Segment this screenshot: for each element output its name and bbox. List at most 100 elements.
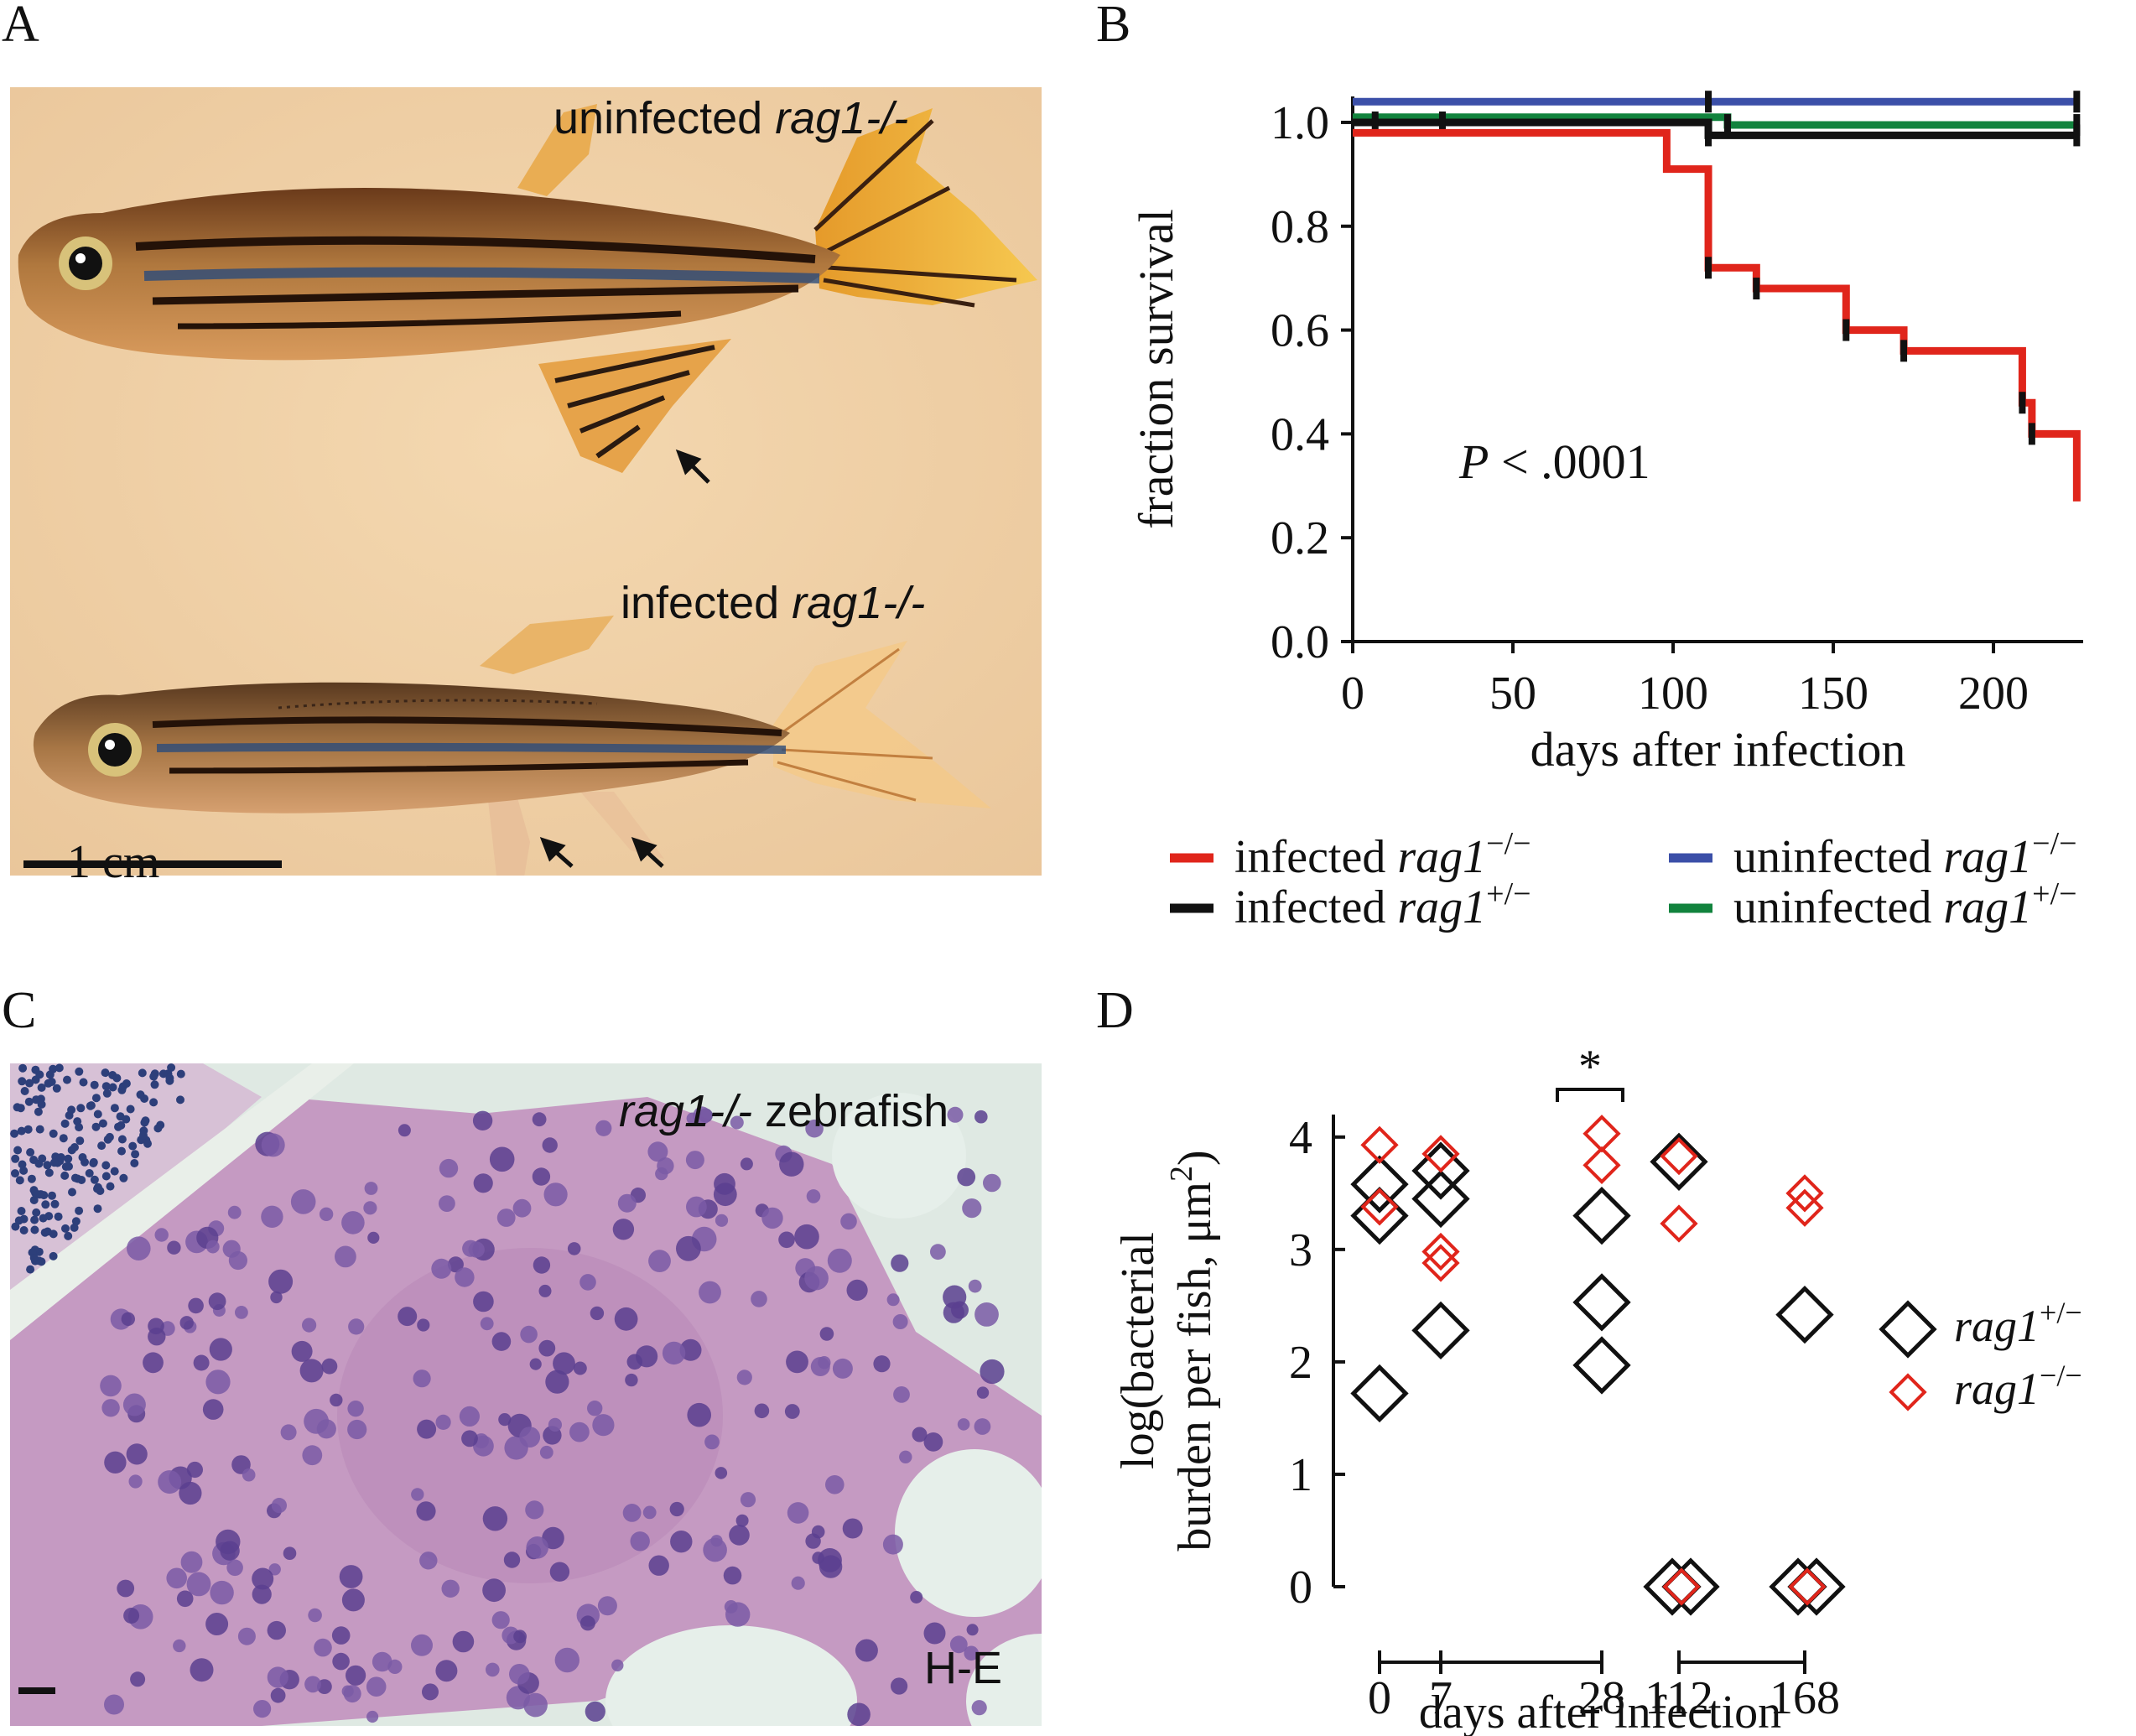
blood-cell bbox=[11, 1222, 20, 1231]
cell-nucleus bbox=[846, 1279, 868, 1301]
cell-nucleus bbox=[832, 1358, 853, 1379]
cell-nucleus bbox=[703, 1537, 727, 1562]
cell-nucleus bbox=[964, 1645, 979, 1661]
blood-cell bbox=[117, 1146, 126, 1156]
blood-cell bbox=[18, 1063, 28, 1073]
panel-letter-c: C bbox=[2, 982, 37, 1039]
infected-label-genotype: rag1-/- bbox=[792, 578, 926, 628]
cell-nucleus bbox=[346, 1665, 366, 1686]
cell-nucleus bbox=[364, 1182, 378, 1195]
cell-nucleus bbox=[411, 1634, 433, 1656]
legend-label: uninfected rag1−/− bbox=[1733, 826, 2077, 883]
cell-nucleus bbox=[158, 1470, 182, 1494]
censor-mark bbox=[1753, 278, 1760, 300]
data-point-heterozygous bbox=[1350, 1155, 1409, 1214]
blood-cell bbox=[101, 1082, 111, 1091]
cell-nucleus bbox=[569, 1422, 590, 1442]
blood-cell bbox=[25, 1079, 34, 1088]
cell-nucleus bbox=[216, 1529, 241, 1555]
blood-cell bbox=[61, 1224, 70, 1233]
burden-legend: rag1+/−rag1−/− bbox=[1879, 1296, 2082, 1414]
legend-label-text: infected bbox=[1234, 881, 1397, 933]
blood-cell bbox=[50, 1199, 60, 1208]
cell-nucleus bbox=[899, 1450, 912, 1463]
cell-nucleus bbox=[331, 1626, 351, 1645]
blood-cell bbox=[56, 1153, 65, 1162]
cell-nucleus bbox=[290, 1189, 316, 1214]
survival-series bbox=[1353, 128, 2081, 502]
cell-nucleus bbox=[704, 1434, 720, 1450]
cell-nucleus bbox=[235, 1306, 248, 1319]
cell-nucleus bbox=[227, 1205, 242, 1219]
cell-nucleus bbox=[335, 1245, 356, 1268]
cell-nucleus bbox=[892, 1314, 908, 1329]
blood-cell bbox=[91, 1122, 101, 1131]
cell-nucleus bbox=[595, 1120, 612, 1136]
cell-nucleus bbox=[740, 1157, 753, 1171]
blood-cell bbox=[149, 1072, 159, 1081]
cell-nucleus bbox=[784, 1404, 800, 1419]
cell-nucleus bbox=[886, 1293, 900, 1307]
legend-label-text: infected bbox=[1234, 831, 1397, 883]
cell-nucleus bbox=[176, 1590, 194, 1608]
blood-cell bbox=[138, 1068, 147, 1078]
cell-nucleus bbox=[974, 1110, 988, 1124]
cell-nucleus bbox=[348, 1318, 365, 1335]
cell-nucleus bbox=[723, 1566, 742, 1585]
blood-cell bbox=[79, 1078, 88, 1087]
blood-cell bbox=[75, 1067, 84, 1076]
data-point-homozygous bbox=[1662, 1567, 1701, 1606]
blood-cell bbox=[110, 1104, 119, 1113]
cell-nucleus bbox=[642, 1505, 657, 1520]
blood-cell bbox=[70, 1143, 79, 1151]
cell-nucleus bbox=[210, 1580, 234, 1605]
data-point-heterozygous bbox=[1350, 1364, 1409, 1423]
cell-nucleus bbox=[787, 1502, 809, 1524]
cell-nucleus bbox=[482, 1506, 508, 1531]
cell-nucleus bbox=[154, 1228, 169, 1242]
blood-cell bbox=[52, 1084, 61, 1093]
blood-cell bbox=[75, 1206, 84, 1215]
cell-nucleus bbox=[573, 1361, 587, 1375]
data-point-heterozygous bbox=[1572, 1273, 1631, 1332]
infected-fish bbox=[33, 616, 991, 876]
cell-nucleus bbox=[188, 1297, 204, 1314]
cell-nucleus bbox=[455, 1267, 475, 1287]
cell-nucleus bbox=[791, 1576, 805, 1590]
blood-cell bbox=[167, 1063, 176, 1072]
cell-nucleus bbox=[827, 1248, 852, 1273]
blood-cell bbox=[93, 1110, 102, 1119]
survival-legend: infected rag1−/−infected rag1+/−uninfect… bbox=[1170, 826, 2077, 933]
data-point-homozygous bbox=[1583, 1115, 1621, 1153]
uninfected-label-text: uninfected bbox=[553, 93, 776, 143]
cell-nucleus bbox=[520, 1325, 538, 1344]
blood-cell bbox=[77, 1176, 86, 1184]
cell-nucleus bbox=[532, 1112, 547, 1127]
cell-nucleus bbox=[283, 1546, 297, 1560]
data-point-heterozygous bbox=[1350, 1186, 1409, 1245]
cell-nucleus bbox=[435, 1660, 458, 1682]
data-point-homozygous bbox=[1583, 1146, 1621, 1184]
cell-nucleus bbox=[736, 1370, 752, 1385]
cell-nucleus bbox=[647, 1141, 668, 1162]
legend-label-text: uninfected bbox=[1733, 881, 1943, 933]
cell-nucleus bbox=[179, 1316, 194, 1330]
cell-nucleus bbox=[237, 1627, 256, 1645]
cell-nucleus bbox=[398, 1124, 411, 1137]
blood-cell bbox=[101, 1068, 110, 1078]
cell-nucleus bbox=[794, 1224, 819, 1250]
y-tick-label: 4 bbox=[1289, 1112, 1312, 1164]
censor-mark bbox=[1900, 340, 1908, 362]
cell-nucleus bbox=[343, 1685, 361, 1703]
cell-nucleus bbox=[104, 1694, 124, 1715]
blood-cell bbox=[90, 1175, 99, 1184]
cell-nucleus bbox=[271, 1498, 287, 1514]
panel-letter-a: A bbox=[2, 0, 39, 53]
blood-cell bbox=[139, 1130, 148, 1140]
cell-nucleus bbox=[261, 1205, 283, 1228]
cell-nucleus bbox=[630, 1531, 650, 1551]
cell-nucleus bbox=[567, 1242, 581, 1255]
cell-nucleus bbox=[205, 1370, 231, 1395]
blood-cell bbox=[49, 1158, 59, 1167]
cell-nucleus bbox=[332, 1652, 350, 1671]
